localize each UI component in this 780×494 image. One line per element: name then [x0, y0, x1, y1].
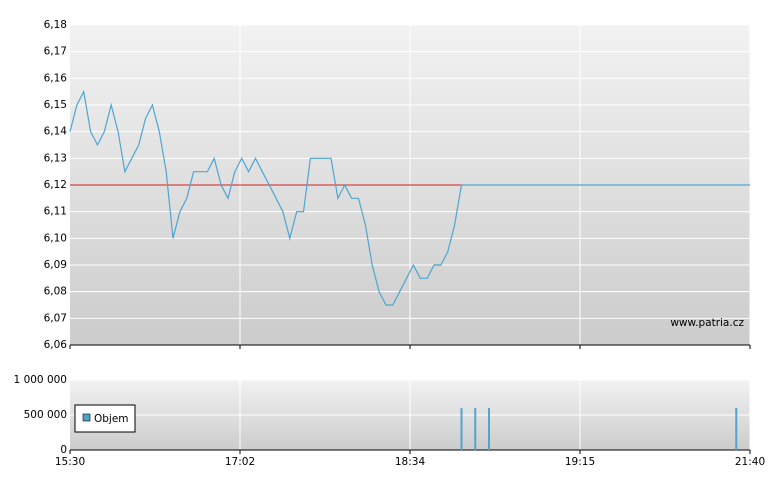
- legend-label: Objem: [94, 413, 129, 425]
- volume-bar: [487, 408, 490, 450]
- y-tick-label: 6,10: [44, 232, 67, 244]
- y-tick-label: 0: [60, 444, 67, 456]
- x-tick-label: 17:02: [225, 456, 255, 468]
- volume-bar: [474, 408, 477, 450]
- x-tick-label: 21:40: [735, 456, 765, 468]
- y-tick-label: 6,13: [44, 152, 67, 164]
- y-tick-label: 6,18: [44, 19, 67, 31]
- x-tick-label: 18:34: [395, 456, 426, 468]
- y-tick-label: 1 000 000: [14, 374, 67, 386]
- y-tick-label: 500 000: [24, 409, 67, 421]
- y-tick-label: 6,11: [44, 206, 67, 218]
- y-tick-label: 6,08: [44, 286, 67, 298]
- y-tick-label: 6,06: [44, 339, 68, 351]
- legend-swatch: [82, 413, 91, 422]
- x-tick-label: 19:15: [565, 456, 595, 468]
- y-tick-label: 6,07: [44, 312, 67, 324]
- y-tick-label: 6,17: [44, 46, 67, 58]
- price-line: [69, 89, 750, 306]
- y-tick-label: 6,09: [44, 259, 67, 271]
- x-tick-label: 15:30: [55, 456, 85, 468]
- y-tick-label: 6,14: [44, 126, 68, 138]
- volume-bar: [735, 408, 738, 450]
- y-tick-label: 6,12: [44, 179, 67, 191]
- y-tick-label: 6,15: [44, 99, 67, 111]
- volume-bar: [460, 408, 463, 450]
- y-tick-label: 6,16: [44, 72, 68, 84]
- source-label: www.patria.cz: [670, 317, 744, 329]
